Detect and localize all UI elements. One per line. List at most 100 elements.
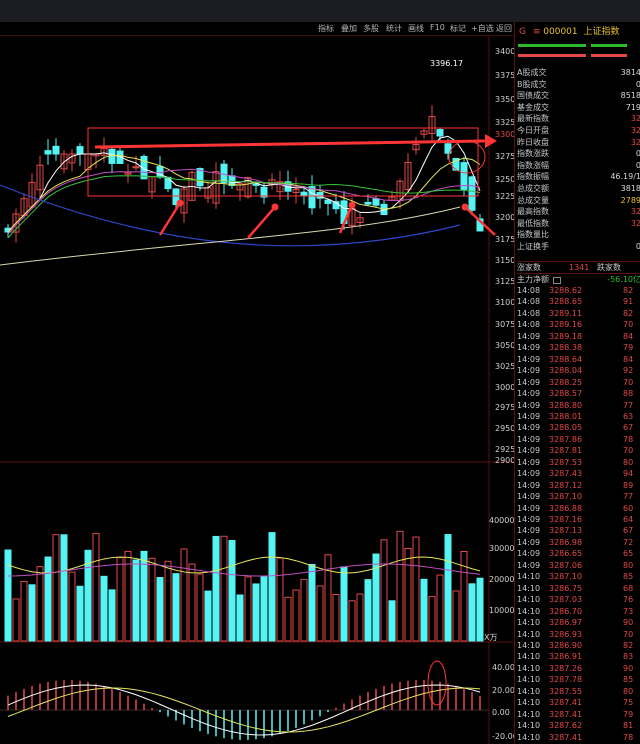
tick-row: 14:09 3287.81 70	[517, 445, 640, 456]
tick-time: 14:10	[517, 595, 541, 605]
quote-row: 今日开盘 32	[517, 125, 640, 136]
quote-row-value: 0	[635, 160, 640, 170]
tick-price: 3287.53	[549, 457, 583, 467]
ma250-line	[0, 206, 461, 266]
kline-chart-svg[interactable]	[0, 35, 514, 744]
ma20-line	[7, 168, 481, 235]
tick-time: 14:10	[517, 618, 541, 628]
tick-volume: 67	[623, 423, 634, 433]
quote-row: 最新指数 32	[517, 113, 640, 124]
tick-row: 14:09 3288.80 77	[517, 400, 640, 411]
tick-price: 3286.90	[549, 640, 583, 650]
quote-row-label: 指数涨跌	[517, 149, 549, 159]
tick-row: 14:09 3287.10 77	[517, 491, 640, 502]
volume-bar	[268, 532, 276, 642]
volume-bar	[164, 560, 172, 642]
tick-time: 14:10	[517, 583, 541, 593]
tick-price: 3286.70	[549, 606, 583, 616]
price-axis-label: 3075	[495, 320, 516, 329]
volume-bar	[28, 584, 36, 642]
tick-time: 14:10	[517, 652, 541, 662]
kline-chart-area[interactable]: 3400 3375 3350 3325 3300 3275 3250 3225 …	[0, 35, 518, 744]
tool-add-watchlist[interactable]: +自选	[471, 24, 494, 33]
macd-highlight-circle	[427, 660, 447, 706]
main-flow-label: 主力净额	[517, 275, 549, 284]
tick-row: 14:09 3289.18 84	[517, 331, 640, 342]
tool-indicator[interactable]: 指标	[318, 24, 334, 33]
quote-row: 上证换手 0	[517, 241, 640, 252]
volume-bar	[340, 566, 348, 642]
volume-bar	[364, 579, 372, 642]
tick-time: 14:10	[517, 721, 541, 731]
group-marker: G	[519, 27, 526, 37]
volume-bar	[292, 589, 300, 642]
candle-body	[60, 153, 68, 170]
tool-overlay[interactable]: 叠加	[341, 24, 357, 33]
tick-row: 14:09 3288.25 70	[517, 377, 640, 388]
volume-bar	[140, 550, 148, 642]
quote-row-label: 指数量比	[517, 230, 549, 240]
quote-row-label: 总成交额	[517, 184, 549, 193]
price-axis-label: 3125	[495, 277, 516, 286]
chart-toolbar: 指标 叠加 多股 统计 画线 F10 标记 +自选 返回	[0, 22, 514, 36]
tick-time: 14:09	[517, 549, 541, 559]
tool-mark[interactable]: 标记	[450, 24, 466, 33]
tick-price: 3287.41	[549, 732, 583, 742]
tick-row: 14:10 3287.10 85	[517, 571, 640, 582]
tool-back[interactable]: 返回	[496, 24, 512, 33]
tick-row: 14:09 3288.57 88	[517, 388, 640, 399]
window-title-bar	[0, 0, 640, 22]
price-axis-label: 3300	[495, 130, 516, 139]
volume-bar	[76, 585, 84, 642]
quote-row-value: 32	[630, 207, 640, 217]
volume-bar	[132, 559, 140, 642]
tick-price: 3288.62	[549, 286, 583, 295]
expand-icon[interactable]	[553, 277, 561, 284]
volume-bar	[324, 554, 332, 642]
quote-panel: G ≡ 000001 上证指数 A股成交 3814 B股成交 0 国债成交 8518 基金成…	[514, 22, 640, 744]
tick-row: 14:09 3287.53 80	[517, 457, 640, 468]
volume-bar	[212, 535, 220, 642]
sell-strength-bar-2	[591, 54, 627, 57]
candle-body	[244, 177, 252, 198]
tick-row: 14:10 3286.97 90	[517, 617, 640, 628]
tick-volume: 65	[623, 549, 634, 559]
tick-price: 3288.05	[549, 423, 583, 433]
tool-draw-line[interactable]: 画线	[408, 24, 424, 33]
price-axis-label: 3025	[495, 362, 516, 371]
tick-price: 3288.64	[549, 354, 583, 364]
tick-row: 14:10 3287.41 75	[517, 697, 640, 708]
support-arrow	[247, 206, 276, 239]
tick-volume: 90	[623, 618, 634, 628]
tick-row: 14:08 3289.11 82	[517, 308, 640, 319]
candle-body	[124, 172, 132, 175]
tick-time: 14:09	[517, 480, 541, 490]
tick-time: 14:09	[517, 457, 541, 467]
quote-row-value: 0	[635, 79, 640, 89]
tool-f10[interactable]: F10	[430, 23, 445, 32]
tick-price: 3286.75	[549, 583, 583, 593]
tick-volume: 85	[623, 572, 634, 582]
candle-body	[276, 181, 284, 193]
volume-bar	[236, 594, 244, 642]
tick-row: 14:09 3287.12 89	[517, 480, 640, 491]
tick-price: 3287.41	[549, 698, 583, 708]
quote-row-label: 最低指数	[517, 218, 549, 228]
volume-bar	[196, 573, 204, 642]
tool-multi-stock[interactable]: 多股	[363, 24, 379, 33]
price-axis-label: 3200	[495, 213, 516, 222]
candle-body	[196, 167, 204, 187]
tick-time: 14:09	[517, 492, 541, 502]
price-axis-label: 3150	[495, 256, 516, 265]
quote-row-value: 3818	[620, 184, 640, 193]
quote-row-value: 32	[630, 126, 640, 135]
candle-body	[12, 213, 20, 233]
support-arrowhead	[176, 199, 184, 207]
tick-row: 14:08 3289.16 70	[517, 319, 640, 330]
tick-row: 14:09 3287.06 80	[517, 560, 640, 571]
macd-axis-label: 0.00	[492, 708, 510, 717]
tick-time: 14:09	[517, 377, 541, 387]
tool-statistics[interactable]: 统计	[386, 24, 402, 33]
volume-bar	[348, 600, 356, 642]
tick-row: 14:09 3286.88 60	[517, 503, 640, 514]
